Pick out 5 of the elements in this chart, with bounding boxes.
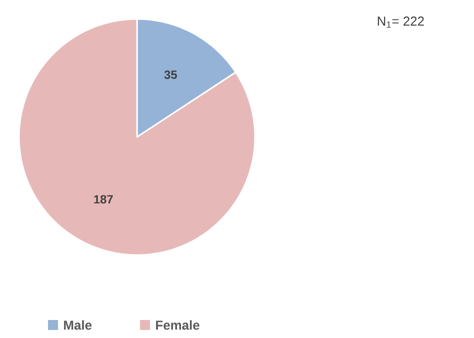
text: N$_{1}$= 222: [378, 16, 424, 28]
data-label: 187: [94, 195, 113, 204]
legend-label: Female: [156, 320, 200, 330]
data-label: 35: [164, 70, 177, 79]
legend-label: Male: [64, 320, 92, 330]
